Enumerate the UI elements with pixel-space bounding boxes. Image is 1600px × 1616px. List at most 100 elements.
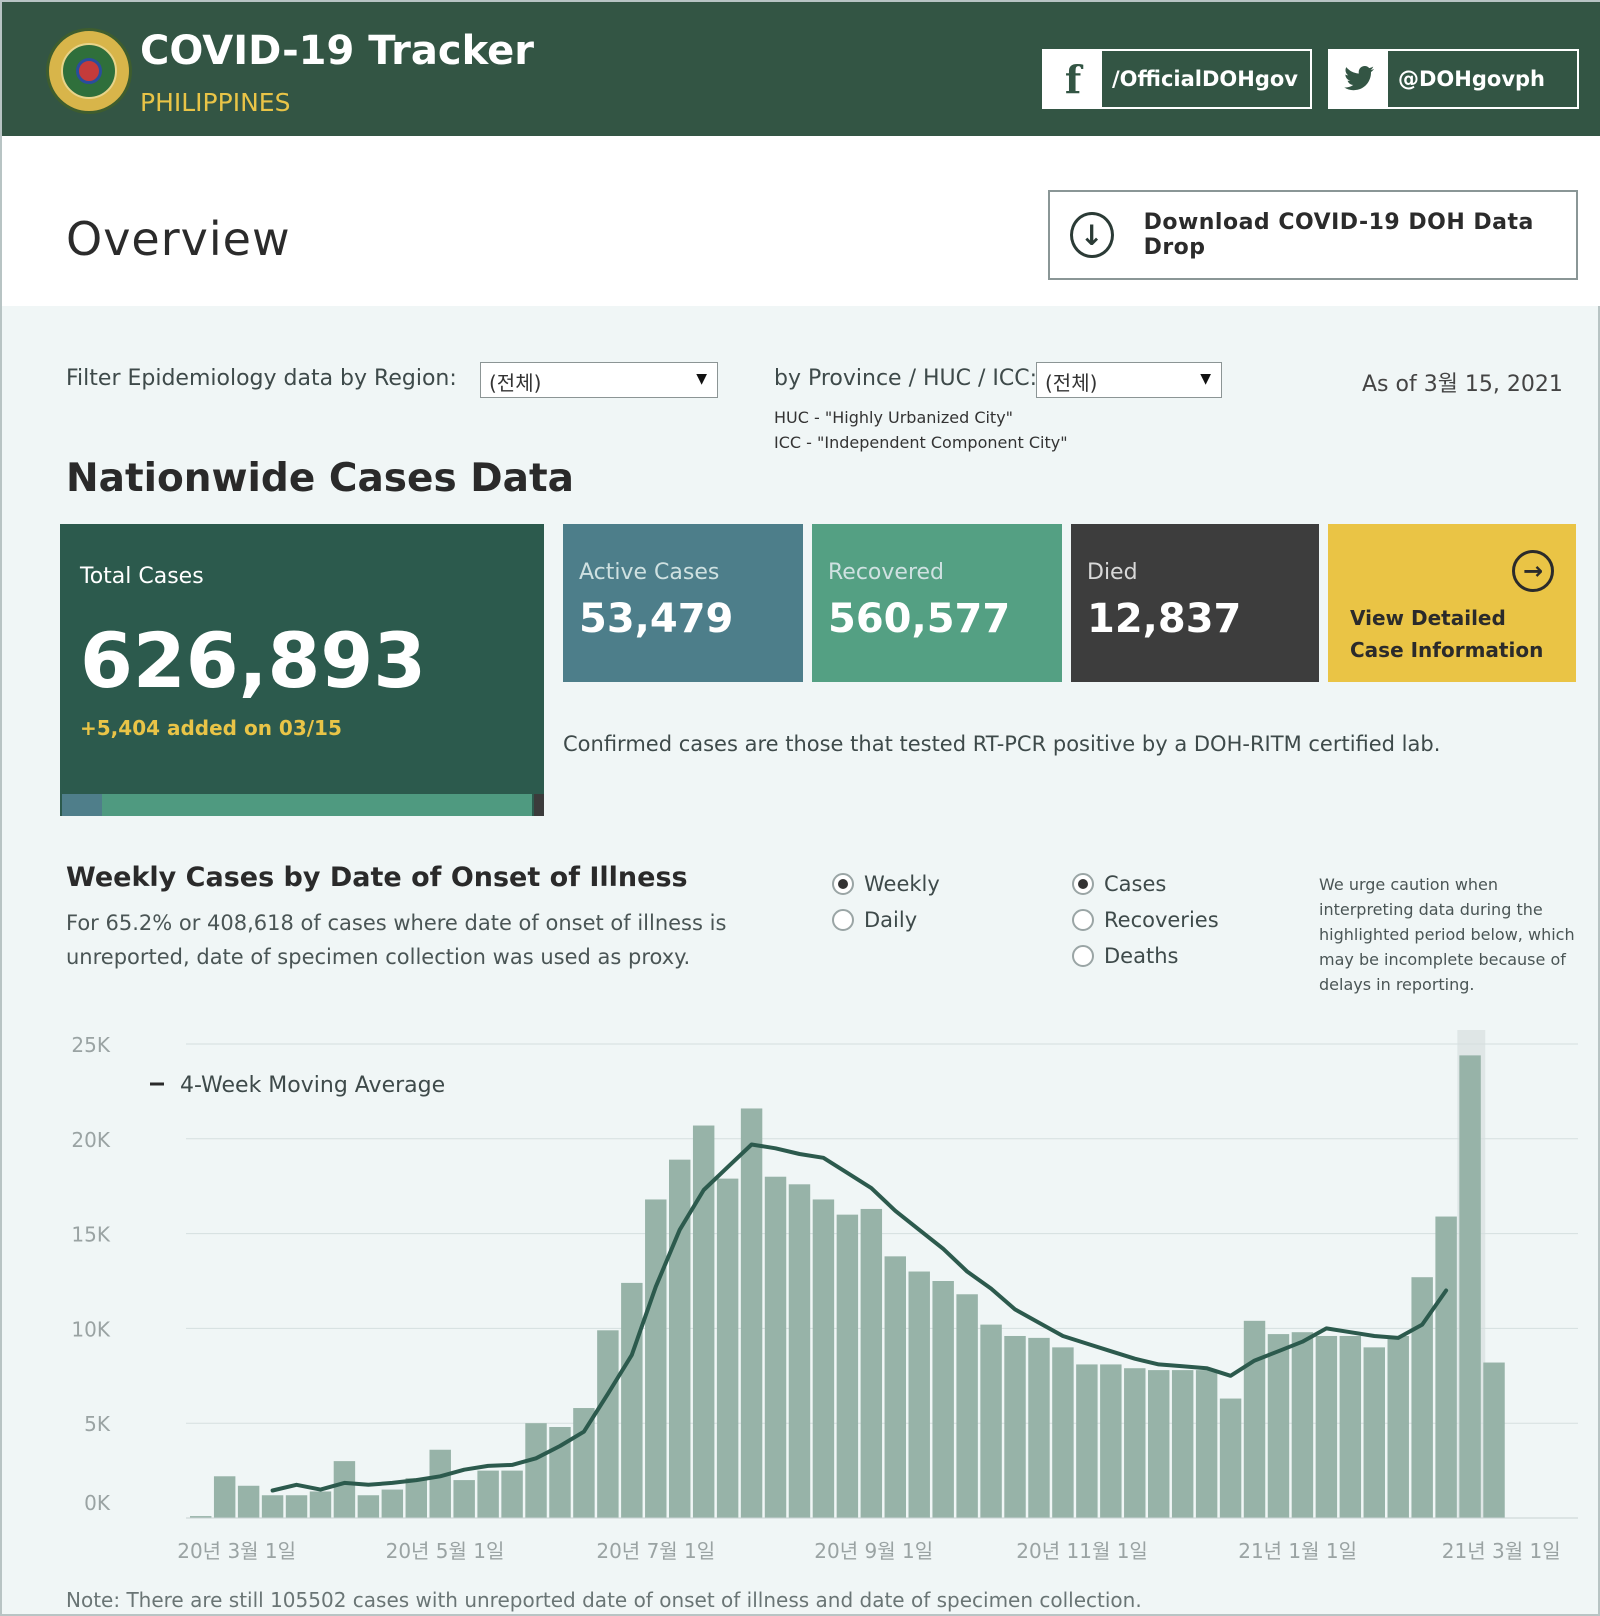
icc-note: ICC - "Independent Component City" xyxy=(774,433,1068,452)
case-composition-bar xyxy=(62,794,532,816)
bar xyxy=(1195,1370,1218,1518)
bar xyxy=(1171,1370,1194,1518)
doh-seal-logo xyxy=(46,28,132,114)
x-tick-label: 20년 7월 1일 xyxy=(596,1539,715,1563)
bar xyxy=(1339,1335,1362,1518)
x-tick-label: 20년 3월 1일 xyxy=(177,1539,296,1563)
app-title: COVID-19 Tracker xyxy=(140,28,534,74)
bar xyxy=(1243,1320,1266,1518)
twitter-link[interactable]: @DOHgovph xyxy=(1328,49,1579,109)
bar xyxy=(573,1408,595,1518)
radio-selected-icon xyxy=(1072,873,1094,895)
app-subtitle: PHILIPPINES xyxy=(140,88,291,117)
died-card: Died 12,837 xyxy=(1071,524,1319,682)
radio-daily-label: Daily xyxy=(864,908,918,932)
bar xyxy=(525,1423,547,1518)
bar xyxy=(669,1159,691,1518)
bar xyxy=(1100,1364,1122,1518)
bar xyxy=(740,1108,763,1518)
radio-unselected-icon xyxy=(1072,945,1094,967)
bar xyxy=(812,1199,835,1518)
radio-weekly-label: Weekly xyxy=(864,872,940,896)
radio-unselected-icon xyxy=(832,909,854,931)
radio-cases[interactable]: Cases xyxy=(1072,872,1166,896)
bar xyxy=(1483,1362,1505,1518)
confirmed-cases-note: Confirmed cases are those that tested RT… xyxy=(563,732,1441,756)
bar xyxy=(836,1214,859,1518)
radio-deaths-label: Deaths xyxy=(1104,944,1179,968)
total-cases-card: Total Cases 626,893 +5,404 added on 03/1… xyxy=(60,524,544,816)
facebook-icon: f xyxy=(1044,51,1102,107)
bar xyxy=(1148,1370,1170,1518)
bar xyxy=(309,1491,332,1518)
arrow-right-circle-icon: → xyxy=(1512,550,1554,592)
x-tick-label: 20년 9월 1일 xyxy=(814,1539,933,1563)
total-cases-value: 626,893 xyxy=(80,616,427,705)
bar xyxy=(621,1282,643,1518)
bar xyxy=(1363,1347,1385,1518)
view-detailed-case-info-button[interactable]: → View Detailed Case Information xyxy=(1328,524,1576,682)
bar xyxy=(1219,1398,1242,1518)
y-tick-label: 5K xyxy=(84,1412,111,1436)
bar xyxy=(190,1516,212,1518)
download-arrow-icon: ↓ xyxy=(1070,212,1114,258)
bar xyxy=(1435,1216,1457,1518)
bar xyxy=(285,1495,308,1518)
bar xyxy=(429,1449,451,1518)
died-value: 12,837 xyxy=(1087,596,1242,642)
radio-selected-icon xyxy=(832,873,854,895)
y-tick-label: 25K xyxy=(71,1033,110,1057)
view-detailed-line2: Case Information xyxy=(1350,638,1544,662)
radio-cases-label: Cases xyxy=(1104,872,1167,896)
region-filter-label: Filter Epidemiology data by Region: xyxy=(66,366,457,391)
region-select[interactable]: (전체) ▼ xyxy=(480,362,718,398)
page-title: Overview xyxy=(66,212,291,266)
province-filter-label: by Province / HUC / ICC: xyxy=(774,366,1038,391)
twitter-icon xyxy=(1330,51,1388,107)
bar xyxy=(764,1176,787,1518)
bar xyxy=(405,1478,427,1518)
bar xyxy=(645,1199,667,1518)
bar xyxy=(1124,1368,1146,1518)
bar xyxy=(716,1178,739,1518)
app-header: COVID-19 Tracker PHILIPPINES f /Official… xyxy=(2,2,1600,136)
province-select[interactable]: (전체) ▼ xyxy=(1036,362,1222,398)
bar xyxy=(1052,1347,1074,1518)
bar xyxy=(860,1208,883,1518)
total-cases-label: Total Cases xyxy=(80,564,204,589)
view-detailed-line1: View Detailed xyxy=(1350,606,1506,630)
caution-note: We urge caution when interpreting data d… xyxy=(1319,875,1575,994)
as-of-date: As of 3월 15, 2021 xyxy=(1362,372,1563,397)
download-button-label: Download COVID-19 DOH Data Drop xyxy=(1143,210,1534,260)
twitter-handle: @DOHgovph xyxy=(1398,67,1545,91)
active-cases-card: Active Cases 53,479 xyxy=(563,524,803,682)
chevron-down-icon: ▼ xyxy=(1200,371,1211,387)
bar xyxy=(1411,1277,1433,1518)
x-tick-label: 20년 5월 1일 xyxy=(386,1539,505,1563)
weekly-cases-chart: 0K 5K 10K 15K 20K 25K 4-Week Moving Average 20년… xyxy=(71,1030,1578,1563)
bar xyxy=(1028,1337,1050,1518)
bar xyxy=(261,1495,284,1518)
y-tick-label: 15K xyxy=(71,1223,110,1247)
facebook-link[interactable]: f /OfficialDOHgov xyxy=(1042,49,1312,109)
bar xyxy=(597,1330,619,1518)
x-tick-label: 21년 3월 1일 xyxy=(1442,1539,1561,1563)
bar xyxy=(956,1294,978,1518)
radio-deaths[interactable]: Deaths xyxy=(1072,944,1178,968)
y-tick-label: 20K xyxy=(71,1128,110,1152)
cases-added-note: +5,404 added on 03/15 xyxy=(80,716,342,740)
bar xyxy=(333,1461,356,1518)
radio-weekly[interactable]: Weekly xyxy=(832,872,940,896)
chevron-down-icon: ▼ xyxy=(696,371,707,387)
bar xyxy=(980,1324,1002,1518)
bar xyxy=(1315,1335,1338,1518)
radio-daily[interactable]: Daily xyxy=(832,908,917,932)
bar xyxy=(932,1281,954,1518)
bar xyxy=(1459,1055,1481,1518)
radio-recoveries[interactable]: Recoveries xyxy=(1072,908,1219,932)
y-tick-label: 10K xyxy=(71,1317,110,1341)
download-data-drop-button[interactable]: ↓ Download COVID-19 DOH Data Drop xyxy=(1048,190,1578,280)
bar xyxy=(453,1480,475,1518)
bar xyxy=(1267,1334,1290,1518)
facebook-handle: /OfficialDOHgov xyxy=(1112,67,1298,91)
